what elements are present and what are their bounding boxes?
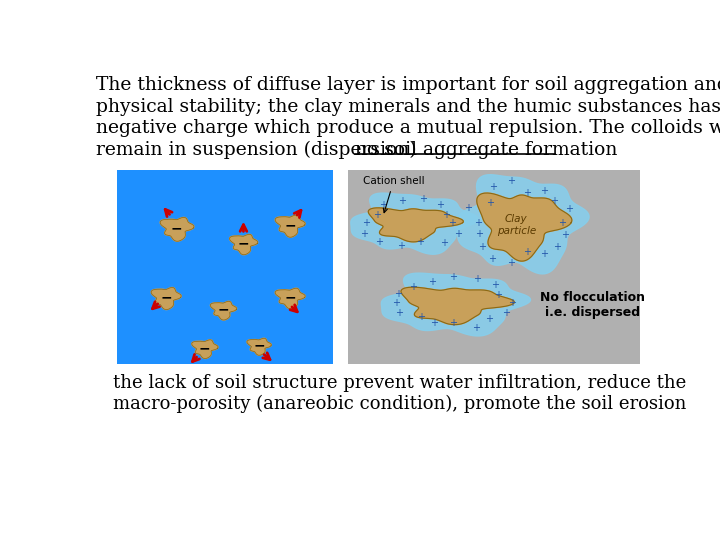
- Text: +: +: [454, 228, 462, 239]
- Text: +: +: [494, 291, 502, 300]
- Text: +: +: [523, 247, 531, 257]
- Text: remain in suspension (dispersion): remain in suspension (dispersion): [96, 141, 417, 159]
- Text: +: +: [489, 181, 497, 192]
- Text: +: +: [554, 241, 562, 252]
- Text: +: +: [416, 237, 424, 247]
- Polygon shape: [210, 301, 237, 320]
- Polygon shape: [477, 193, 572, 261]
- Polygon shape: [368, 208, 464, 242]
- Polygon shape: [247, 338, 271, 355]
- Text: +: +: [375, 238, 384, 247]
- Text: +: +: [436, 200, 444, 210]
- Text: +: +: [449, 218, 456, 228]
- Text: No flocculation
i.e. dispersed: No flocculation i.e. dispersed: [540, 291, 644, 319]
- Text: +: +: [362, 218, 370, 228]
- Text: −: −: [199, 341, 210, 355]
- Text: −: −: [171, 221, 183, 235]
- Text: +: +: [523, 188, 531, 198]
- Text: +: +: [374, 210, 382, 220]
- Text: physical stability; the clay minerals and the humic substances has a: physical stability; the clay minerals an…: [96, 98, 720, 116]
- Text: negative charge which produce a mutual repulsion. The colloids will: negative charge which produce a mutual r…: [96, 119, 720, 138]
- Text: +: +: [502, 308, 510, 318]
- Text: +: +: [507, 258, 515, 268]
- Text: +: +: [395, 308, 403, 318]
- Text: no soil aggregate formation: no soil aggregate formation: [355, 141, 618, 159]
- Text: +: +: [540, 186, 549, 195]
- Text: +: +: [394, 289, 402, 299]
- Text: +: +: [478, 242, 486, 252]
- Text: −: −: [238, 237, 249, 251]
- Polygon shape: [351, 193, 478, 254]
- Text: +: +: [397, 241, 405, 252]
- Polygon shape: [160, 218, 194, 241]
- Text: Clay
particle: Clay particle: [497, 214, 536, 236]
- Text: +: +: [485, 198, 494, 208]
- Text: macro-porosity (anareobic condition), promote the soil erosion: macro-porosity (anareobic condition), pr…: [113, 394, 687, 413]
- Polygon shape: [401, 287, 514, 325]
- Polygon shape: [275, 288, 305, 309]
- Text: +: +: [549, 196, 557, 206]
- Text: the lack of soil structure prevent water infiltration, reduce the: the lack of soil structure prevent water…: [113, 374, 686, 393]
- Text: +: +: [442, 210, 450, 220]
- Text: +: +: [485, 314, 493, 324]
- Text: +: +: [507, 177, 515, 186]
- Text: +: +: [474, 218, 482, 228]
- Text: +: +: [491, 280, 499, 291]
- Polygon shape: [457, 175, 589, 274]
- Text: +: +: [488, 254, 497, 264]
- Text: −: −: [253, 339, 265, 353]
- Text: +: +: [418, 194, 427, 204]
- Polygon shape: [151, 287, 181, 309]
- Text: +: +: [440, 238, 449, 248]
- Text: +: +: [508, 299, 516, 308]
- Text: +: +: [473, 274, 481, 284]
- Text: +: +: [360, 229, 368, 239]
- Text: −: −: [160, 291, 172, 305]
- Text: +: +: [417, 312, 425, 322]
- Text: +: +: [449, 272, 456, 281]
- Bar: [117, 170, 333, 363]
- Text: +: +: [409, 281, 417, 292]
- Text: −: −: [284, 218, 296, 232]
- Text: −: −: [284, 291, 296, 305]
- Text: +: +: [449, 318, 456, 328]
- Text: +: +: [474, 229, 482, 239]
- Text: +: +: [558, 218, 566, 228]
- Polygon shape: [230, 234, 258, 255]
- Text: +: +: [430, 319, 438, 328]
- Text: +: +: [397, 197, 405, 206]
- Text: +: +: [464, 203, 472, 213]
- Text: Cation shell: Cation shell: [363, 176, 424, 213]
- Text: +: +: [392, 299, 400, 308]
- Polygon shape: [275, 215, 305, 237]
- Text: +: +: [379, 200, 387, 210]
- Text: The thickness of diffuse layer is important for soil aggregation and soil: The thickness of diffuse layer is import…: [96, 76, 720, 94]
- Text: −: −: [217, 302, 229, 316]
- Polygon shape: [192, 340, 218, 359]
- Bar: [348, 170, 640, 363]
- Text: +: +: [428, 278, 436, 287]
- Text: +: +: [472, 322, 480, 333]
- Polygon shape: [382, 273, 531, 336]
- Text: +: +: [561, 230, 569, 240]
- Text: +: +: [540, 249, 548, 260]
- Text: +: +: [564, 204, 573, 214]
